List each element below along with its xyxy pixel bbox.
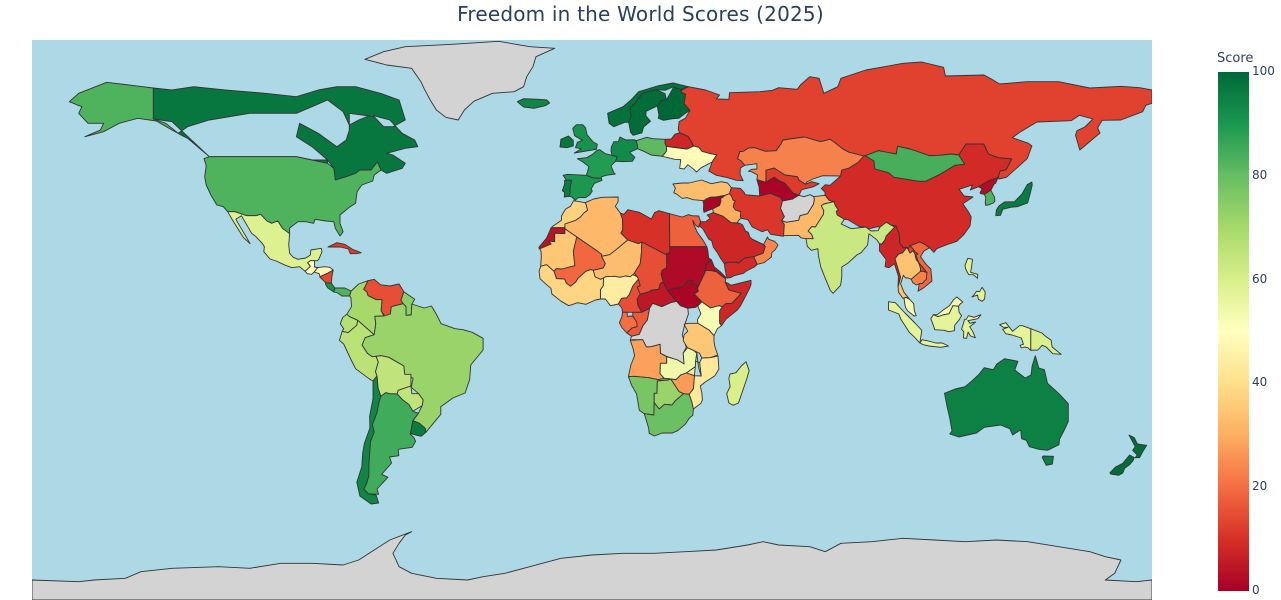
colorbar-gradient: [1218, 72, 1249, 591]
country-portugal[interactable]: [561, 179, 572, 198]
country-oman[interactable]: [753, 236, 779, 265]
country-eritrea[interactable]: [704, 259, 727, 279]
colorbar: Score 100 80 60: [1210, 50, 1281, 600]
country-argentina[interactable]: [363, 392, 419, 495]
country-nigeria[interactable]: [599, 274, 639, 307]
country-new-zealand[interactable]: [1128, 434, 1148, 459]
country-antarctica[interactable]: [32, 531, 1152, 600]
map-area[interactable]: [32, 40, 1152, 600]
country-alaska-united-states[interactable]: [68, 81, 185, 138]
country-norway[interactable]: [607, 82, 689, 128]
country-tasmania[interactable]: [1041, 455, 1054, 466]
colorbar-tick: 0: [1252, 583, 1260, 597]
country-syria[interactable]: [702, 194, 726, 213]
country-china[interactable]: [820, 143, 1013, 253]
country-somalia[interactable]: [719, 279, 752, 327]
country-cuba[interactable]: [327, 242, 362, 255]
colorbar-tick: 20: [1252, 479, 1268, 493]
country-australia[interactable]: [944, 355, 1069, 451]
country-new-guinea-indonesia[interactable]: [999, 322, 1032, 351]
country-papua-new-guinea[interactable]: [1030, 328, 1062, 355]
country-south-africa[interactable]: [643, 393, 694, 437]
country-india[interactable]: [805, 201, 896, 294]
country-iceland[interactable]: [516, 98, 551, 109]
country-new-zealand-south[interactable]: [1109, 454, 1135, 476]
colorbar-tick: 100: [1252, 64, 1275, 78]
country-layer: [32, 40, 1152, 600]
colorbar-title: Score: [1217, 51, 1254, 66]
country-japan[interactable]: [995, 181, 1033, 217]
country-korea-south[interactable]: [983, 189, 996, 206]
country-yemen[interactable]: [724, 256, 758, 279]
country-sulawesi[interactable]: [961, 314, 982, 339]
country-ireland[interactable]: [559, 135, 574, 149]
map-title: Freedom in the World Scores (2025): [457, 2, 824, 26]
country-malawi[interactable]: [695, 352, 702, 377]
country-laos[interactable]: [906, 244, 928, 274]
country-egypt[interactable]: [669, 213, 708, 248]
country-cambodia[interactable]: [910, 270, 928, 286]
colorbar-tick: 40: [1252, 375, 1268, 389]
choropleth-map[interactable]: [32, 40, 1152, 600]
country-panama[interactable]: [333, 287, 352, 297]
country-indonesia[interactable]: [888, 301, 923, 344]
country-madagascar[interactable]: [726, 361, 750, 406]
country-west-africa-coast[interactable]: [538, 264, 604, 307]
country-kalimantan[interactable]: [930, 305, 963, 333]
country-malaysia[interactable]: [903, 296, 917, 317]
country-nicaragua[interactable]: [319, 269, 334, 284]
country-greenland[interactable]: [364, 40, 556, 121]
country-uruguay[interactable]: [409, 420, 427, 437]
colorbar-tick: 60: [1252, 272, 1268, 286]
colorbar-tick: 80: [1252, 168, 1268, 182]
country-united-kingdom[interactable]: [572, 124, 598, 154]
country-philippines[interactable]: [964, 257, 979, 279]
country-mindanao[interactable]: [971, 286, 986, 302]
country-java[interactable]: [919, 339, 949, 348]
